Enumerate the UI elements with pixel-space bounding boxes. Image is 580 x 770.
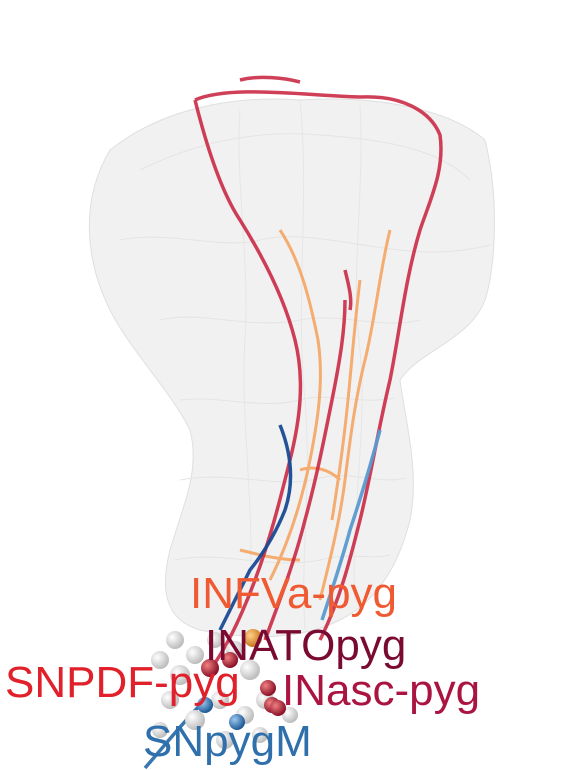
soma-inato xyxy=(222,652,238,668)
soma-snpygm-a xyxy=(197,697,213,713)
soma-cluster xyxy=(151,629,298,749)
soma-snpygm-b xyxy=(229,714,245,730)
label-snpdf: SNPDF-pyg xyxy=(5,658,240,707)
label-snpygm: SNpygM xyxy=(143,717,312,766)
label-infva: INFVa-pyg xyxy=(190,569,397,618)
red-neuron-arbor xyxy=(193,75,443,672)
soma-infva xyxy=(244,629,262,647)
label-inasc: INasc-pyg xyxy=(282,666,480,715)
label-inato: INATOpyg xyxy=(205,621,406,670)
soma-snpdf xyxy=(201,659,219,677)
orange-neuron-arbor xyxy=(239,229,392,601)
neuron-labels: INFVa-pyg INATOpyg SNPDF-pyg INasc-pyg S… xyxy=(5,569,480,766)
neuropil-mesh xyxy=(88,98,495,638)
soma-inasc xyxy=(270,700,286,716)
